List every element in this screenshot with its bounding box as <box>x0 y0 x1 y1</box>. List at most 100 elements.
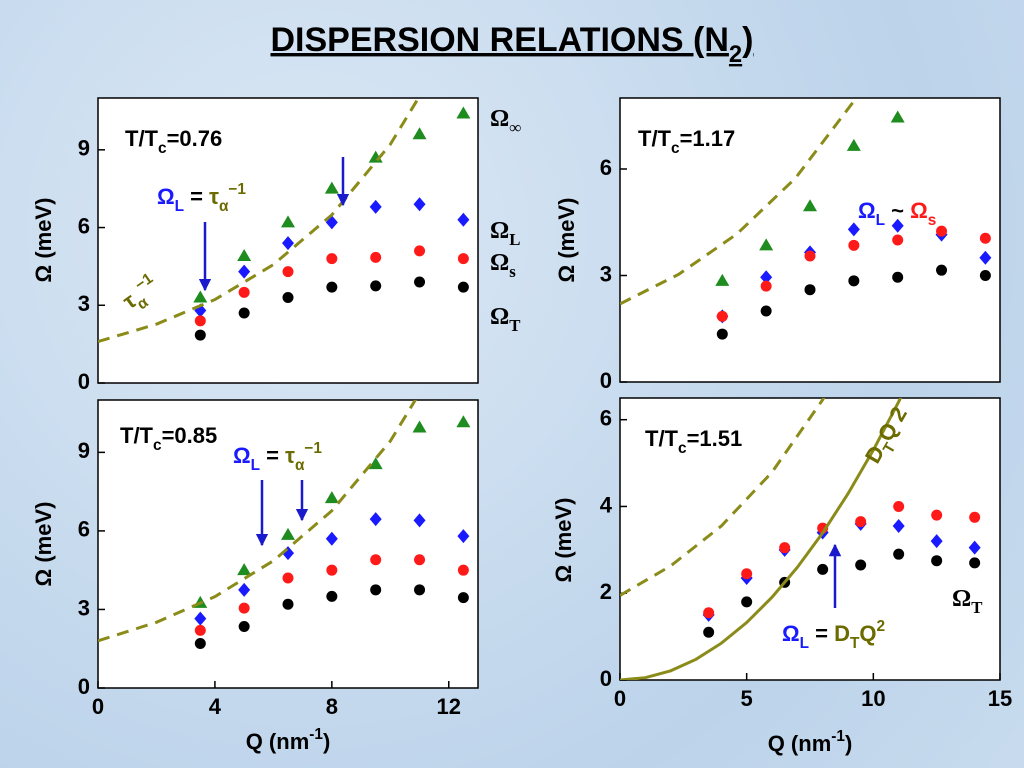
point <box>969 511 981 523</box>
point <box>457 529 470 544</box>
point <box>892 271 904 283</box>
text-part: c <box>671 140 680 157</box>
point <box>457 564 469 576</box>
text-part: Q (nm <box>246 729 310 754</box>
text-part: c <box>158 140 167 157</box>
y-tick-label: 0 <box>600 666 612 691</box>
x-tick-label: 8 <box>326 694 338 719</box>
y-tick-label: 9 <box>78 438 90 463</box>
point <box>281 527 295 540</box>
point <box>414 554 426 566</box>
text-part: 2 <box>729 41 742 68</box>
text-part: c <box>678 440 687 457</box>
point <box>760 280 772 292</box>
point <box>414 245 426 257</box>
annotation: T/Tc=1.51 <box>645 426 742 457</box>
series-label: ΩT <box>952 586 982 618</box>
text-part: L <box>800 635 809 652</box>
point <box>817 563 829 575</box>
curve <box>620 398 903 680</box>
point <box>414 276 426 288</box>
text-part: Q <box>859 621 876 646</box>
point <box>194 611 207 626</box>
text-part: =0.85 <box>162 423 218 448</box>
point <box>237 563 252 576</box>
series-group <box>98 400 471 649</box>
point <box>716 310 728 322</box>
arrows <box>198 157 842 608</box>
point <box>413 197 426 212</box>
point <box>760 305 772 317</box>
series-label: ΩL <box>490 218 520 250</box>
x-axis-label: Q (nm-1) <box>768 728 853 756</box>
series-group <box>620 398 981 680</box>
point <box>457 281 469 293</box>
point <box>803 199 817 212</box>
point <box>369 512 382 527</box>
point <box>456 106 471 119</box>
slide-title: DISPERSION RELATIONS (N2) <box>271 21 754 68</box>
x-tick-label: 12 <box>437 694 461 719</box>
annotation: ΩL = τα−1 <box>233 440 322 474</box>
point <box>238 264 251 279</box>
text-part: = <box>184 184 209 209</box>
point <box>282 292 294 303</box>
text-part: Q (nm <box>768 731 832 756</box>
point <box>238 307 250 319</box>
text-part: α <box>295 457 305 474</box>
point <box>848 275 860 287</box>
point <box>969 557 981 569</box>
point <box>326 590 338 602</box>
point <box>891 218 904 233</box>
text-part: = <box>260 443 285 468</box>
point <box>892 234 904 246</box>
text-part: L <box>251 457 260 474</box>
y-tick-label: 0 <box>78 369 90 394</box>
point <box>968 540 981 555</box>
series-label: Ω∞ <box>490 106 521 138</box>
y-tick-label: 6 <box>600 406 612 431</box>
x-tick-label: 4 <box>209 694 222 719</box>
point <box>370 280 382 292</box>
x-tick-label: 0 <box>92 694 104 719</box>
point <box>936 225 948 237</box>
text-part: Ω <box>782 621 800 646</box>
y-tick-label: 0 <box>600 368 612 393</box>
x-tick-label: 5 <box>741 686 753 711</box>
y-tick-label: 0 <box>78 674 90 699</box>
text-part: τ <box>285 443 295 468</box>
text-part: =1.51 <box>687 426 743 451</box>
point <box>326 253 338 265</box>
text-part: s <box>928 212 937 229</box>
point <box>890 110 905 123</box>
text-part: = <box>809 621 834 646</box>
point <box>979 250 992 265</box>
text-part: α <box>219 198 229 215</box>
point <box>238 620 250 632</box>
text-part: DISPERSION RELATIONS (N <box>271 21 729 59</box>
text-part: T/T <box>125 126 159 151</box>
annotation: T/Tc=0.76 <box>125 126 222 157</box>
text-part: ~ <box>885 198 910 223</box>
x-tick-label: 0 <box>614 686 626 711</box>
point <box>893 500 905 512</box>
y-tick-label: 3 <box>78 291 90 316</box>
point <box>931 555 943 567</box>
text-part: D <box>834 621 850 646</box>
point <box>237 249 252 262</box>
curve <box>620 398 826 597</box>
y-tick-label: 6 <box>78 213 90 238</box>
y-tick-label: 6 <box>78 517 90 542</box>
point <box>893 548 905 560</box>
point <box>369 199 382 214</box>
text-part: L <box>175 198 184 215</box>
point <box>194 329 206 341</box>
point <box>282 266 294 278</box>
point <box>194 315 206 327</box>
point <box>370 251 382 263</box>
point <box>703 626 715 638</box>
y-tick-label: 3 <box>78 595 90 620</box>
y-tick-label: 9 <box>78 136 90 161</box>
text-part: T/T <box>638 126 672 151</box>
point <box>238 286 250 298</box>
